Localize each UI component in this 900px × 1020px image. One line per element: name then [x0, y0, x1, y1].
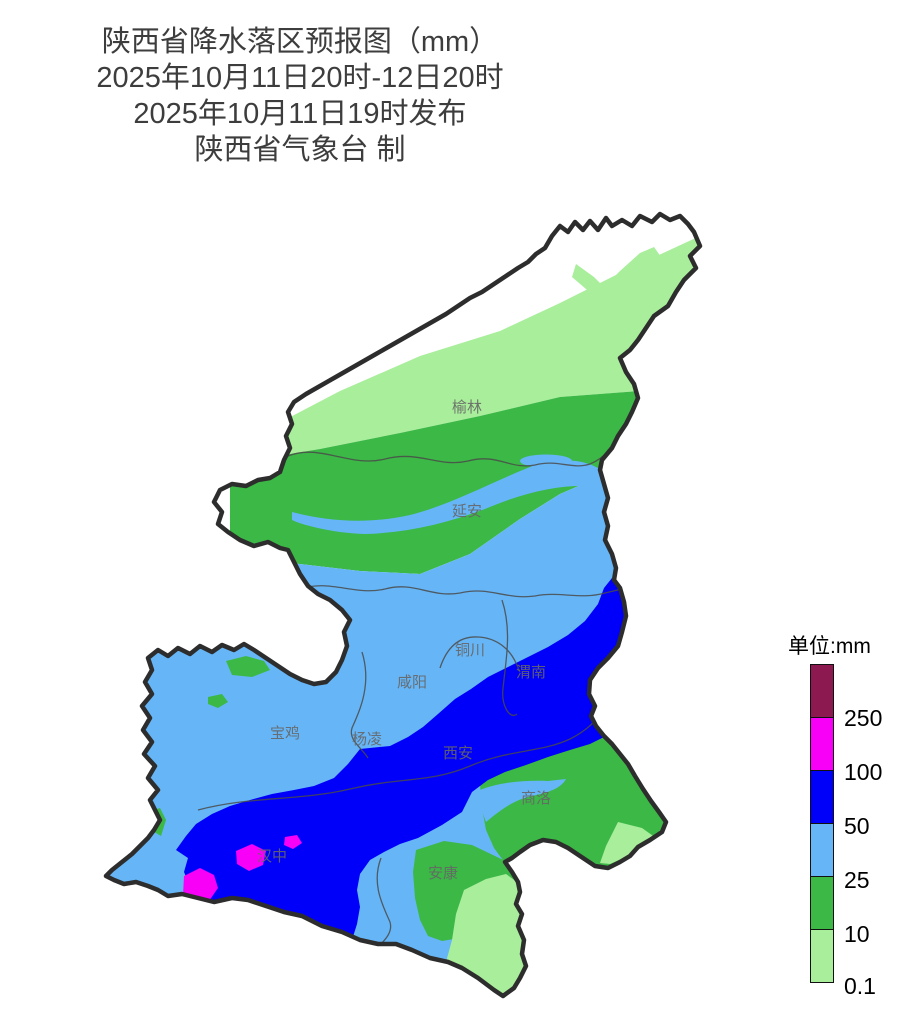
issuer: 陕西省气象台 制 — [194, 134, 406, 166]
zone-extreme-rain-spot-2 — [236, 844, 266, 871]
valid-period: 2025年10月11日20时-12日20时 — [96, 62, 504, 94]
zone-light-rain-north — [235, 236, 700, 464]
legend-tick-25: 25 — [844, 867, 870, 893]
city-labels: 榆林 延安 铜川 渭南 咸阳 宝鸡 杨凌 西安 商洛 汉中 安康 — [257, 399, 551, 882]
legend-tick-100: 100 — [844, 759, 883, 785]
city-label-yanan: 延安 — [452, 503, 482, 520]
title-block: 陕西省降水落区预报图（mm） 2025年10月11日20时-12日20时 202… — [0, 24, 600, 168]
legend-swatch-10-25 — [810, 876, 834, 930]
legend-tick-50: 50 — [844, 813, 870, 839]
zone-green-patch-baoji-1 — [226, 656, 270, 677]
zone-heavy-rain-yanan — [292, 460, 604, 534]
issue-time: 2025年10月11日19时发布 — [133, 98, 467, 130]
city-label-ankang: 安康 — [428, 865, 458, 882]
city-label-weinan: 渭南 — [516, 664, 546, 681]
zone-green-patch-baoji-2 — [208, 694, 228, 708]
zone-heavy-rain-channel-shangluo — [479, 779, 566, 822]
city-label-hanzhong: 汉中 — [257, 848, 287, 865]
legend-tick-10: 10 — [844, 921, 870, 947]
city-label-yangling: 杨凌 — [352, 731, 382, 748]
page-title: 陕西省降水落区预报图（mm） — [101, 26, 499, 58]
zone-light-rain-ankang-south — [446, 874, 525, 996]
legend-tick-0p1: 0.1 — [844, 973, 876, 999]
city-label-baoji: 宝鸡 — [270, 725, 300, 742]
zone-light-rain-patch — [572, 247, 661, 303]
zone-light-rain-se-corner — [600, 822, 656, 864]
legend-color-bar — [810, 664, 834, 983]
legend-swatch-0p1-10 — [810, 929, 834, 983]
city-boundaries — [197, 428, 628, 947]
legend-tick-250: 250 — [844, 705, 883, 731]
zone-extreme-rain-spot-3 — [284, 835, 302, 849]
city-label-shangluo: 商洛 — [521, 790, 551, 807]
legend-swatch-over-250 — [810, 664, 834, 718]
legend-swatch-50-100 — [810, 770, 834, 824]
legend-title: 单位:mm — [788, 635, 871, 658]
city-label-xian: 西安 — [443, 745, 473, 762]
city-label-tongchuan: 铜川 — [455, 642, 485, 659]
city-label-xianyang: 咸阳 — [397, 674, 427, 691]
legend: 单位:mm 250 100 50 25 10 0.1 — [788, 630, 898, 999]
legend-swatch-100-250 — [810, 717, 834, 771]
legend-swatch-25-50 — [810, 823, 834, 877]
city-label-yulin: 榆林 — [452, 399, 482, 416]
province-outline — [103, 211, 703, 999]
